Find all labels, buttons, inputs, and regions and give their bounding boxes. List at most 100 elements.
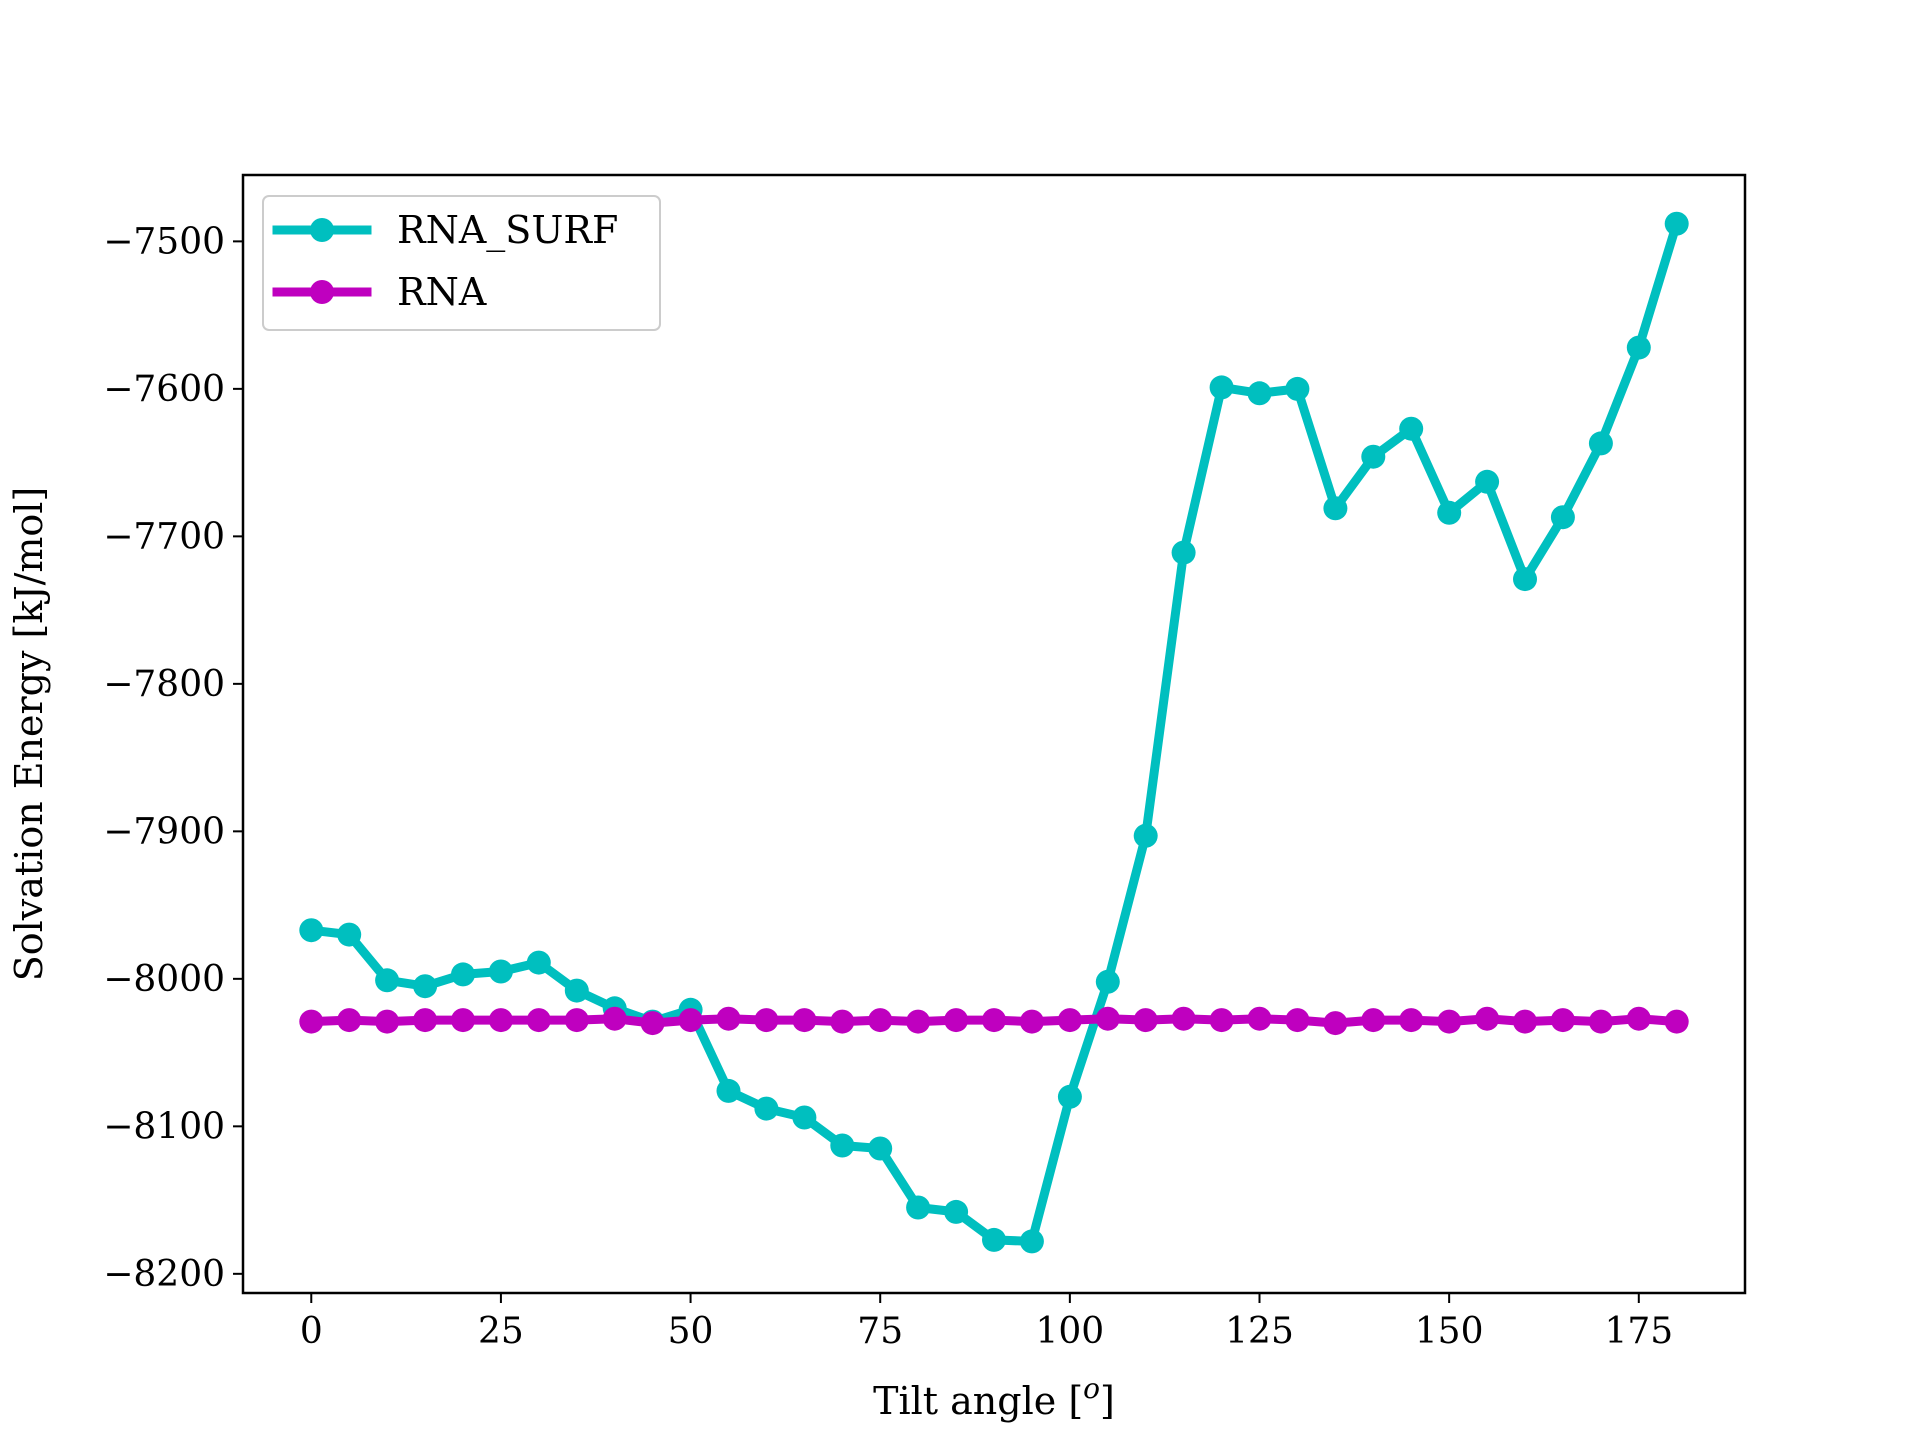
y-tick-label: −7900 bbox=[103, 811, 225, 852]
legend-marker-rna bbox=[310, 280, 334, 304]
data-point-rna-surf bbox=[906, 1195, 931, 1220]
data-point-rna-surf bbox=[1664, 211, 1689, 236]
data-point-rna bbox=[982, 1008, 1006, 1033]
data-point-rna-surf bbox=[1171, 540, 1196, 565]
data-point-rna bbox=[1019, 1009, 1044, 1034]
data-point-rna bbox=[678, 1008, 703, 1033]
data-point-rna-surf bbox=[754, 1096, 779, 1121]
data-point-rna bbox=[488, 1008, 513, 1033]
data-point-rna-surf bbox=[1399, 416, 1424, 441]
data-point-rna-surf bbox=[1057, 1084, 1082, 1109]
data-point-rna bbox=[1664, 1009, 1689, 1034]
x-tick-label: 25 bbox=[478, 1311, 524, 1352]
x-tick-label: 125 bbox=[1225, 1311, 1294, 1352]
data-point-rna bbox=[451, 1008, 475, 1033]
y-tick-label: −8200 bbox=[103, 1254, 225, 1295]
data-point-rna-surf bbox=[299, 918, 324, 943]
data-point-rna bbox=[526, 1008, 551, 1033]
data-point-rna bbox=[1361, 1008, 1386, 1033]
data-point-rna-surf bbox=[830, 1133, 855, 1158]
data-point-rna-surf bbox=[375, 968, 400, 993]
y-axis: −7500 −7600 −7700 −7800 −7900 −8000 −8100 −8200 bbox=[103, 221, 243, 1295]
data-point-rna-surf bbox=[1437, 500, 1462, 525]
data-point-rna bbox=[1209, 1008, 1234, 1033]
data-point-rna bbox=[564, 1008, 589, 1033]
data-point-rna-surf bbox=[1209, 375, 1234, 400]
data-point-rna-surf bbox=[792, 1105, 817, 1130]
data-point-rna-surf bbox=[1550, 505, 1575, 530]
data-point-rna bbox=[716, 1006, 741, 1031]
data-point-rna bbox=[906, 1009, 931, 1034]
data-point-rna bbox=[1285, 1008, 1310, 1033]
data-point-rna-surf bbox=[716, 1078, 741, 1103]
data-point-rna-surf bbox=[1361, 444, 1386, 469]
y-tick-label: −7700 bbox=[103, 516, 225, 557]
data-point-rna-surf bbox=[1513, 567, 1537, 592]
data-point-rna-surf bbox=[526, 950, 551, 975]
x-tick-label: 75 bbox=[857, 1311, 903, 1352]
data-point-rna bbox=[754, 1008, 779, 1033]
data-point-rna bbox=[1133, 1008, 1158, 1033]
data-point-rna bbox=[1171, 1006, 1196, 1031]
data-point-rna-surf bbox=[1323, 496, 1348, 521]
data-point-rna bbox=[944, 1008, 969, 1033]
y-tick-label: −7600 bbox=[103, 369, 225, 410]
series-layer bbox=[299, 211, 1689, 1254]
plot-frame bbox=[241, 173, 1747, 1295]
data-point-rna bbox=[1626, 1006, 1651, 1031]
data-point-rna-surf bbox=[413, 974, 438, 999]
data-point-rna-surf bbox=[1626, 335, 1651, 360]
legend-label-rna-surf: RNA_SURF bbox=[397, 208, 618, 253]
data-point-rna bbox=[602, 1006, 627, 1031]
data-point-rna bbox=[337, 1008, 362, 1033]
data-point-rna bbox=[1437, 1009, 1462, 1034]
data-point-rna bbox=[1247, 1006, 1272, 1031]
data-point-rna bbox=[375, 1009, 400, 1034]
data-point-rna-surf bbox=[1588, 431, 1613, 456]
y-tick-label: −8000 bbox=[103, 959, 225, 1000]
y-tick-label: −8100 bbox=[103, 1106, 225, 1147]
y-tick-label: −7500 bbox=[103, 221, 225, 262]
x-tick-label: 175 bbox=[1604, 1311, 1673, 1352]
data-point-rna-surf bbox=[1475, 469, 1500, 494]
data-point-rna-surf bbox=[944, 1199, 969, 1224]
data-point-rna-surf bbox=[488, 959, 513, 984]
x-tick-label: 50 bbox=[668, 1311, 714, 1352]
data-point-rna bbox=[640, 1011, 665, 1036]
data-point-rna-surf bbox=[1019, 1229, 1044, 1254]
data-point-rna bbox=[1095, 1006, 1120, 1031]
data-point-rna-surf bbox=[337, 922, 362, 947]
data-point-rna bbox=[792, 1008, 817, 1033]
legend-marker-rna-surf bbox=[310, 218, 334, 242]
legend-label-rna: RNA bbox=[397, 270, 487, 314]
data-point-rna bbox=[1057, 1008, 1082, 1033]
data-point-rna-surf bbox=[1095, 969, 1120, 994]
x-axis-label-superscript: o bbox=[1083, 1372, 1100, 1405]
data-point-rna-surf bbox=[564, 978, 589, 1003]
data-point-rna bbox=[1588, 1009, 1613, 1034]
x-tick-label: 0 bbox=[300, 1311, 323, 1352]
data-point-rna bbox=[299, 1009, 324, 1034]
data-point-rna bbox=[868, 1008, 893, 1033]
data-point-rna-surf bbox=[1247, 381, 1272, 406]
data-point-rna-surf bbox=[868, 1136, 893, 1161]
data-point-rna bbox=[1550, 1008, 1575, 1033]
data-point-rna bbox=[830, 1009, 855, 1034]
x-tick-label: 150 bbox=[1415, 1311, 1484, 1352]
y-axis-label: Solvation Energy [kJ/mol] bbox=[7, 487, 51, 982]
data-point-rna bbox=[413, 1008, 438, 1033]
data-point-rna bbox=[1513, 1009, 1537, 1034]
data-point-rna bbox=[1323, 1011, 1348, 1036]
data-point-rna-surf bbox=[1133, 823, 1158, 848]
data-point-rna-surf bbox=[451, 962, 475, 987]
x-axis-label: Tilt angle [o] bbox=[873, 1372, 1115, 1424]
legend: RNA_SURF RNA bbox=[262, 195, 661, 331]
y-tick-label: −7800 bbox=[103, 664, 225, 705]
data-point-rna-surf bbox=[1285, 376, 1310, 401]
data-point-rna bbox=[1399, 1008, 1424, 1033]
x-axis: 0 25 50 75 100 125 150 175 bbox=[300, 1293, 1673, 1352]
data-point-rna-surf bbox=[982, 1227, 1006, 1252]
x-tick-label: 100 bbox=[1035, 1311, 1104, 1352]
